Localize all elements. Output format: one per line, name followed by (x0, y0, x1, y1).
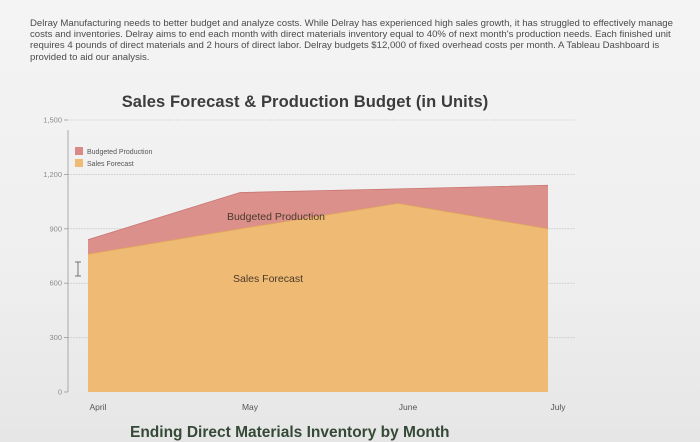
text-cursor-icon (75, 261, 81, 277)
x-tick-label-may: May (242, 402, 259, 412)
legend-label-sales-forecast: Sales Forecast (87, 161, 134, 168)
intro-paragraph: Delray Manufacturing needs to better bud… (30, 18, 673, 63)
line-budgeted-production (87, 184, 549, 241)
label-layer: April May June July Budgeted Production Sales… (89, 211, 566, 412)
area-sales-forecast (88, 203, 548, 392)
next-chart-title: Ending Direct Materials Inventory by Mon… (130, 424, 450, 441)
area-label-budgeted-production: Budgeted Production (227, 211, 325, 223)
axis-layer: 0 300 600 900 1,200 1,500 (43, 116, 69, 397)
y-tick-label: 1,200 (43, 170, 62, 179)
legend-label-budgeted-production: Budgeted Production (87, 149, 152, 156)
y-tick-label: 1,500 (43, 116, 62, 125)
chart-title: Sales Forecast & Production Budget (in U… (121, 93, 489, 111)
x-tick-label-july: July (550, 402, 566, 412)
legend-swatch-sales-forecast (75, 159, 83, 167)
legend: Budgeted Production Sales Forecast (75, 147, 152, 168)
area-layer (87, 184, 549, 392)
y-tick-label: 0 (58, 388, 62, 397)
legend-swatch-budgeted-production (75, 147, 83, 155)
area-label-sales-forecast: Sales Forecast (233, 273, 303, 285)
y-tick-label: 900 (49, 224, 62, 233)
y-tick-label: 600 (49, 279, 62, 288)
x-tick-label-april: April (89, 402, 106, 412)
x-tick-label-june: June (399, 402, 418, 412)
line-sales-forecast (87, 203, 549, 255)
y-tick-label: 300 (49, 333, 62, 342)
